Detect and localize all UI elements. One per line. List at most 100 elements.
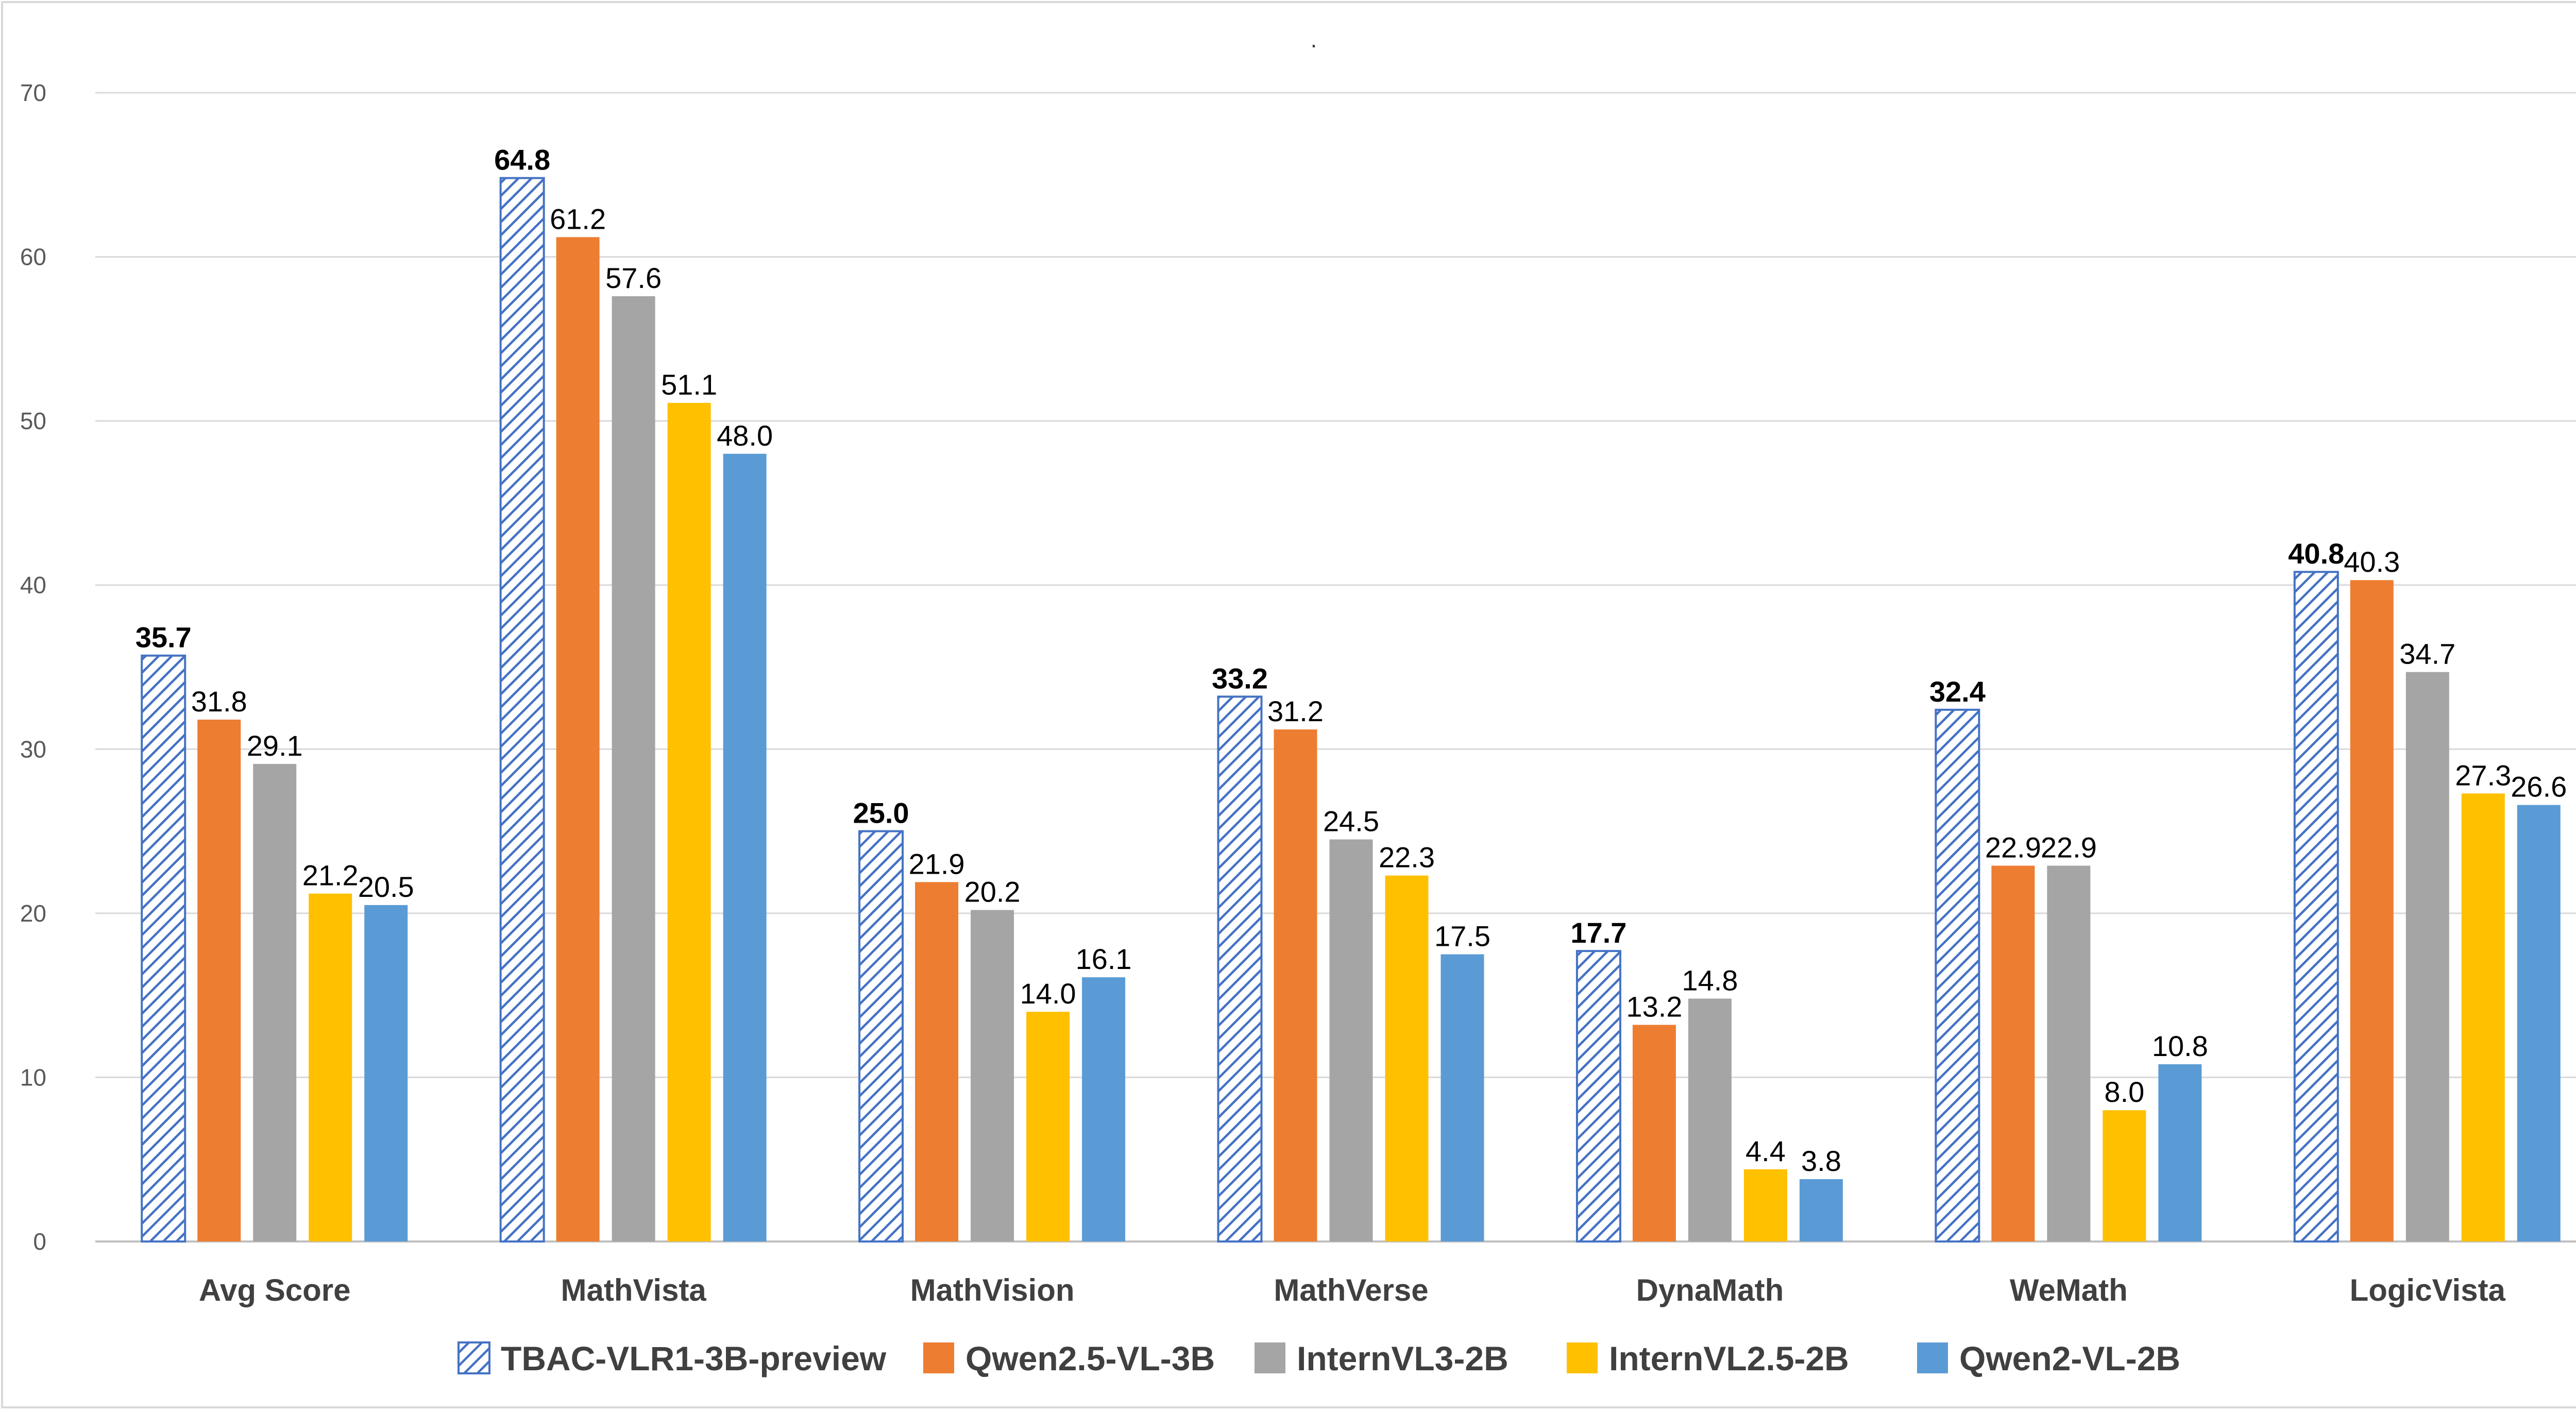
bar-internvl2-5-2b (1026, 1012, 1070, 1241)
bar-internvl2-5-2b (1743, 1169, 1787, 1241)
data-labels: 35.7 31.829.1 21.2 20.5 64.861.2 57.6 51.148.0… (135, 144, 2567, 1177)
bar-internvl2-5-2b (309, 893, 352, 1241)
data-label: 48.0 (717, 419, 773, 452)
bar-internvl3-2b (971, 910, 1014, 1241)
legend-item: TBAC-VLR1-3B-preview (457, 1339, 887, 1377)
bar-tbac-vlr1-3b-preview (141, 654, 187, 1243)
data-label: 33.2 (1212, 662, 1268, 694)
bar-internvl2-5-2b (667, 403, 711, 1241)
bar-tbac-vlr1-3b-preview (1575, 950, 1621, 1243)
data-label: 22.9 (2041, 831, 2097, 863)
bar-tbac-vlr1-3b-preview (1935, 708, 1980, 1243)
data-label: 10.8 (2152, 1030, 2208, 1062)
bar-qwen2-vl-2b (1082, 977, 1126, 1241)
y-tick-label: 30 (20, 736, 46, 762)
bars (141, 177, 2561, 1243)
y-tick-label: 40 (20, 572, 46, 599)
legend-item: InternVL2.5-2B (1567, 1339, 1849, 1377)
legend-label: Qwen2.5-VL-3B (965, 1339, 1215, 1377)
legend-item: Qwen2.5-VL-3B (923, 1339, 1215, 1377)
data-label: 40.8 (2288, 537, 2344, 570)
data-label: 26.6 (2511, 771, 2567, 803)
data-label: 35.7 (135, 621, 192, 654)
data-label: 64.8 (494, 144, 550, 176)
data-label: 29.1 (247, 729, 303, 762)
data-label: 34.7 (2399, 638, 2455, 670)
data-label: 22.9 (1985, 831, 2041, 863)
y-tick-label: 0 (33, 1228, 46, 1255)
y-tick-label: 10 (20, 1064, 46, 1091)
data-label: 24.5 (1323, 805, 1379, 838)
data-label: 14.8 (1682, 964, 1738, 997)
bar-internvl3-2b (2047, 865, 2091, 1241)
legend-swatch (923, 1342, 954, 1373)
data-label: 32.4 (1929, 675, 1986, 708)
data-label: 21.9 (909, 847, 965, 880)
y-tick-label: 60 (20, 244, 46, 270)
data-label: 13.2 (1626, 990, 1682, 1023)
category-label: MathVerse (1274, 1273, 1428, 1307)
y-tick-label: 70 (20, 79, 46, 106)
bar-qwen2-vl-2b (2517, 805, 2561, 1241)
y-tick-label: 50 (20, 407, 46, 434)
category-label: DynaMath (1636, 1273, 1784, 1307)
bar-tbac-vlr1-3b-preview (858, 830, 904, 1243)
data-label: 31.2 (1267, 695, 1324, 727)
data-label: 4.4 (1745, 1135, 1786, 1167)
bar-qwen2-vl-2b (1440, 954, 1484, 1241)
bar-qwen2-vl-2b (1799, 1179, 1843, 1241)
bar-internvl3-2b (612, 296, 655, 1241)
data-label: 20.5 (358, 871, 414, 903)
data-label: 57.6 (605, 262, 662, 294)
category-label: WeMath (2010, 1273, 2128, 1307)
category-label: LogicVista (2350, 1273, 2506, 1307)
y-axis-ticks: 0 10 20 30 40 50 60 70 (20, 79, 46, 1255)
y-tick-label: 20 (20, 900, 46, 927)
bar-internvl3-2b (1329, 839, 1373, 1241)
x-axis-categories: Avg Score MathVista MathVision MathVerse Dyn… (199, 1273, 2506, 1307)
legend-item: InternVL3-2B (1255, 1339, 1509, 1377)
category-label: Avg Score (199, 1273, 351, 1307)
bar-qwen2-5-vl-3b (1632, 1025, 1676, 1241)
bar-tbac-vlr1-3b-preview (499, 177, 545, 1243)
data-label: 31.8 (191, 685, 247, 718)
legend-swatch (1567, 1342, 1598, 1373)
bar-internvl3-2b (1688, 998, 1732, 1241)
data-label: 21.2 (302, 859, 359, 892)
legend-label: Qwen2-VL-2B (1959, 1339, 2180, 1377)
bar-qwen2-5-vl-3b (915, 882, 959, 1241)
legend: TBAC-VLR1-3B-preview Qwen2.5-VL-3B InternV… (457, 1339, 2180, 1377)
legend-swatch (1917, 1342, 1948, 1373)
bar-internvl2-5-2b (2461, 793, 2505, 1241)
data-label: 8.0 (2104, 1076, 2144, 1108)
legend-swatch (457, 1341, 490, 1374)
legend-item: Qwen2-VL-2B (1917, 1339, 2180, 1377)
bar-qwen2-vl-2b (2158, 1064, 2202, 1241)
category-label: MathVision (910, 1273, 1075, 1307)
legend-swatch (1255, 1342, 1285, 1373)
bar-internvl3-2b (253, 763, 297, 1241)
bar-internvl2-5-2b (2103, 1110, 2146, 1241)
data-label: 51.1 (661, 368, 717, 401)
bar-internvl3-2b (2405, 672, 2449, 1241)
bar-qwen2-5-vl-3b (556, 237, 600, 1241)
data-label: 25.0 (853, 797, 909, 829)
legend-label: InternVL3-2B (1297, 1339, 1509, 1377)
data-label: 3.8 (1801, 1145, 1841, 1177)
bar-qwen2-5-vl-3b (197, 719, 241, 1241)
bar-qwen2-5-vl-3b (1991, 865, 2035, 1241)
bar-tbac-vlr1-3b-preview (1217, 695, 1263, 1243)
data-label: 61.2 (550, 202, 606, 235)
bar-qwen2-vl-2b (364, 905, 408, 1241)
bar-qwen2-5-vl-3b (1274, 729, 1317, 1241)
data-label: 27.3 (2455, 759, 2511, 791)
data-label: 40.3 (2344, 546, 2400, 578)
data-label: 14.0 (1020, 977, 1076, 1010)
data-label: 22.3 (1379, 841, 1435, 874)
data-label: 20.2 (964, 875, 1021, 908)
data-label: 17.5 (1434, 920, 1490, 952)
category-label: MathVista (561, 1273, 706, 1307)
chart-title: . (1311, 26, 1317, 53)
